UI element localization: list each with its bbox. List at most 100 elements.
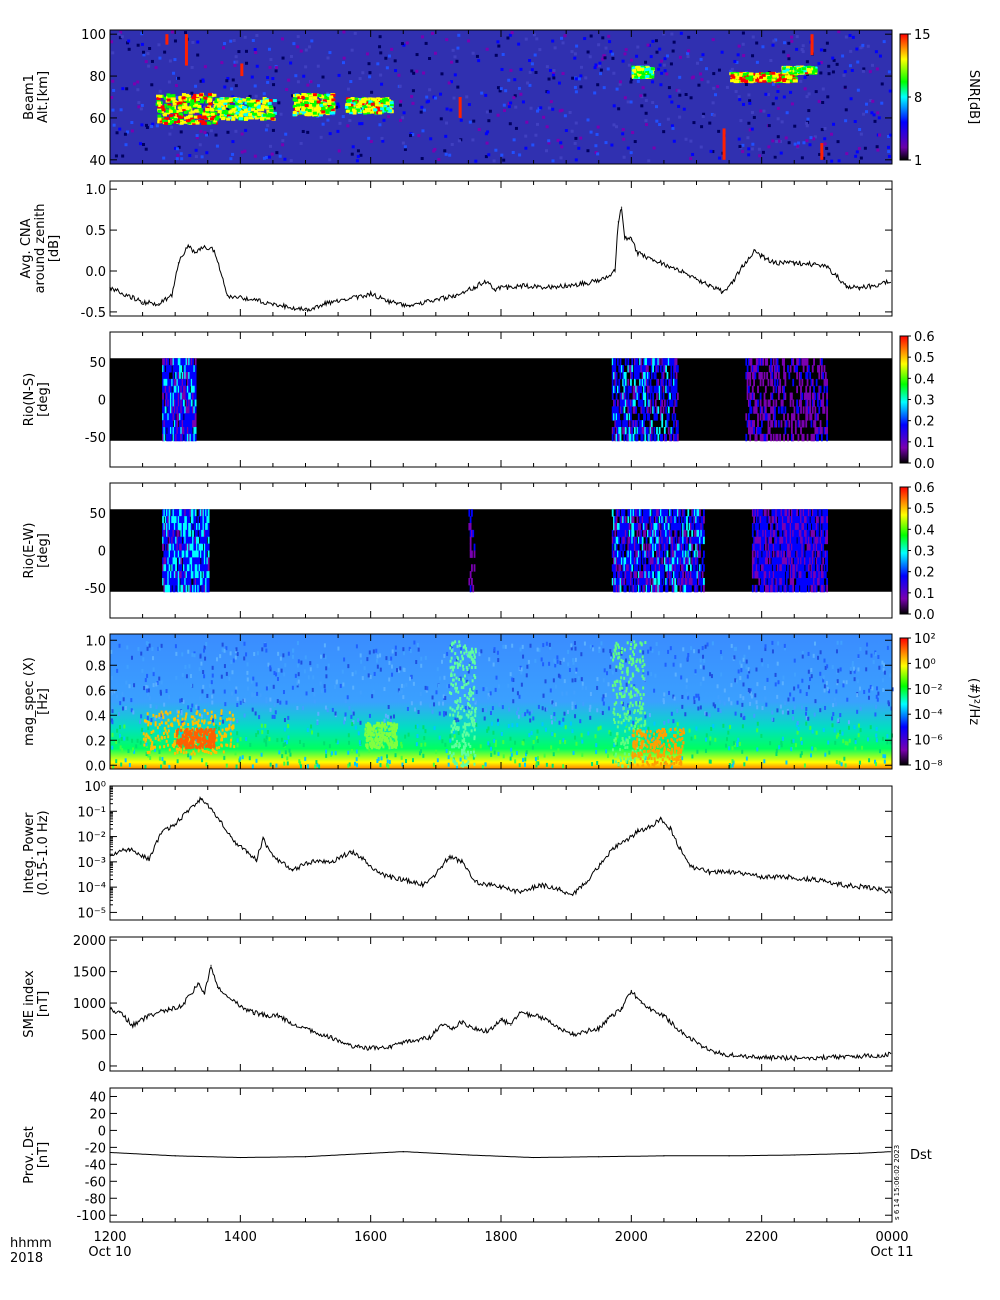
mag-spectrogram-cell (487, 695, 490, 700)
mag-spectrogram-cell (154, 723, 157, 727)
mag-spectrogram-cell (185, 742, 188, 746)
mag-spectrogram-cell (723, 688, 726, 693)
mag-spectrogram-cell (359, 653, 362, 658)
beam1-cell (421, 129, 425, 133)
mag-spectrogram-cell (627, 680, 630, 684)
mag-spectrogram-cell (236, 652, 239, 657)
beam1-cell (179, 152, 183, 156)
mag-spectrogram-cell (886, 734, 889, 739)
beam1-cell (181, 106, 186, 110)
mag-spectrogram-cell (306, 764, 309, 769)
beam1-cell (602, 54, 606, 58)
beam1-cell (533, 53, 537, 57)
mag-spectrogram-cell (625, 689, 628, 693)
mag-spectrogram-cell (409, 649, 412, 654)
beam1-cell (427, 99, 431, 103)
beam1-cell (217, 98, 222, 102)
beam1-cell (266, 109, 271, 113)
beam1-cell (821, 100, 825, 104)
beam1-cell (769, 59, 773, 63)
mag-spectrogram-cell (267, 662, 270, 667)
beam1-cell (174, 146, 178, 150)
mag-spectrogram-cell (143, 686, 146, 691)
mag-spectrogram-cell (202, 734, 205, 738)
mag-spectrogram-cell (335, 680, 338, 685)
mag-spectrogram-cell (236, 702, 239, 707)
mag-spectrogram-cell (189, 729, 192, 733)
mag-spectrogram-cell (712, 724, 715, 729)
mag-spectrogram-cell (663, 739, 666, 744)
beam1-cell (500, 67, 504, 71)
beam1-cell (848, 33, 852, 37)
beam1-cell (496, 86, 500, 90)
beam1-cell (766, 93, 770, 97)
beam1-cell (377, 108, 382, 112)
beam1-cell (223, 101, 228, 105)
mag-spectrogram-cell (252, 676, 255, 681)
mag-spectrogram-cell (422, 753, 425, 758)
mag-spectrogram-cell (487, 741, 490, 746)
mag-spectrogram-cell (196, 736, 199, 740)
beam1-cell (780, 120, 784, 124)
mag-spectrogram-cell (205, 642, 208, 647)
mag-spectrogram-cell (197, 719, 200, 723)
mag-spectrogram-cell (592, 647, 595, 652)
mag-spectrogram-cell (670, 759, 673, 764)
mag-spectrogram-cell (667, 719, 670, 724)
beam1-cell (790, 39, 794, 43)
beam1-cell (447, 81, 451, 85)
mag-spectrogram-cell (823, 688, 826, 693)
beam1-cell (670, 32, 674, 36)
beam1-cell (424, 41, 428, 45)
beam1-cell (679, 31, 683, 35)
mag-spectrogram-cell (562, 738, 565, 743)
mag-spectrogram-cell (328, 744, 331, 749)
beam1-cell (213, 119, 218, 123)
beam1-cell (670, 100, 674, 104)
beam1-cell (776, 106, 780, 110)
mag-spectrogram-cell (745, 756, 748, 761)
mag-spectrogram-cell (682, 647, 685, 652)
mag-spectrogram-cell (796, 721, 799, 726)
mag-spectrogram-cell (148, 736, 151, 740)
mag-spectrogram-cell (837, 718, 840, 723)
mag-spectrogram-cell (741, 749, 744, 754)
mag-spectrogram-cell (185, 750, 188, 754)
mag-spectrogram-cell (193, 732, 196, 736)
beam1-ytick-label: 100 (81, 28, 106, 43)
beam1-cell (785, 65, 790, 69)
mag-spectrogram-cell (551, 731, 554, 736)
mag-spectrogram-cell (807, 669, 810, 674)
mag-spectrogram-cell (702, 654, 705, 659)
mag-spectrogram-cell (842, 680, 845, 685)
mag-spectrogram-cell (151, 646, 154, 651)
mag-spectrogram-cell (176, 729, 179, 733)
mag-spectrogram-cell (801, 654, 804, 659)
mag-spectrogram-cell (365, 744, 368, 748)
beam1-cell (444, 134, 448, 138)
mag-spectrogram-cell (785, 760, 788, 765)
beam1-cell (649, 75, 654, 79)
mag-spectrogram-cell (180, 729, 183, 733)
mag-spectrogram-cell (110, 649, 113, 654)
beam1-cell (229, 157, 233, 161)
beam1-cell (787, 41, 791, 45)
mag-spectrogram-cell (782, 675, 785, 680)
beam1-cell (607, 34, 611, 38)
beam1-cell (501, 52, 505, 56)
mag-spectrogram-cell (413, 640, 416, 645)
beam1-cell (526, 81, 530, 85)
mag-spectrogram-cell (474, 700, 477, 705)
mag-spectrogram-cell (532, 739, 535, 744)
mag-spectrogram-cell (572, 658, 575, 663)
mag-spectrogram-cell (868, 688, 871, 693)
mag-spectrogram-cell (302, 743, 305, 748)
mag-spectrogram-cell (158, 749, 161, 754)
beam1-cell (439, 117, 443, 121)
beam1-cell (750, 110, 754, 114)
mag-spectrogram-cell (835, 689, 838, 694)
mag-spectrogram-cell (750, 694, 753, 699)
mag-spectrogram-cell (515, 750, 518, 755)
beam1-cell (738, 76, 743, 80)
mag-spectrogram-cell (351, 709, 354, 714)
